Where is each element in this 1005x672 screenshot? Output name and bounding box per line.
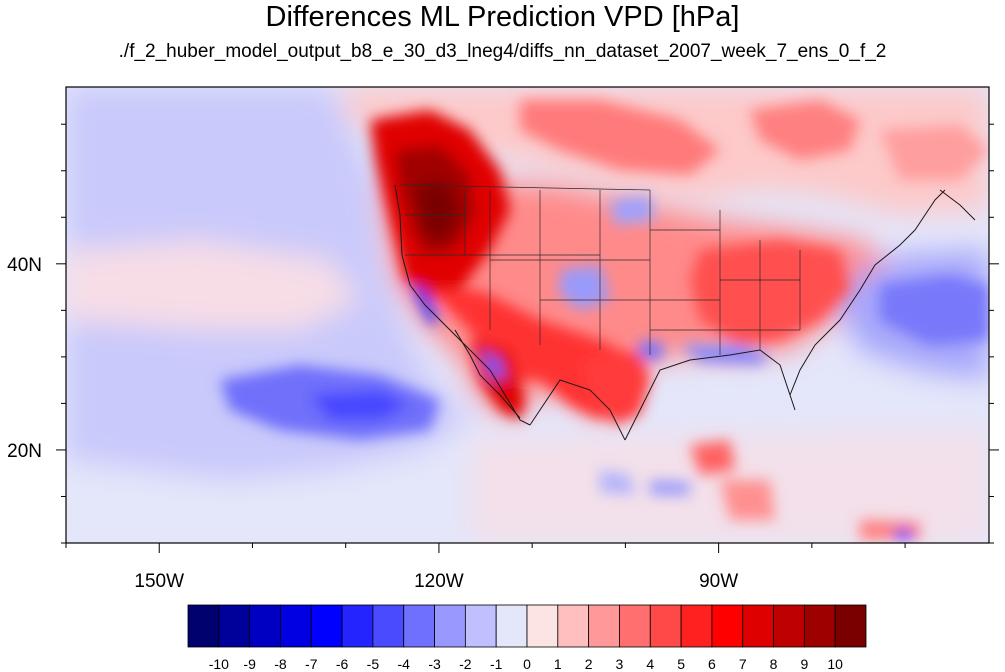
map-plot-area bbox=[66, 87, 989, 543]
colorbar-label: -6 bbox=[336, 656, 349, 672]
x-axis-labels: 150W 120W 90W bbox=[134, 571, 738, 592]
colorbar-swatch bbox=[711, 604, 744, 648]
colorbar-labels: -10 -9 -8 -7 -6 -5 -4 -3 -2 -1 0 1 2 3 4 5 6 7 8 9 10 bbox=[209, 656, 843, 672]
colorbar-swatch bbox=[218, 604, 251, 648]
colorbar-swatch bbox=[773, 604, 805, 648]
colorbar-label: -4 bbox=[398, 656, 411, 672]
colorbar bbox=[187, 604, 867, 648]
colorbar-label: -1 bbox=[490, 656, 503, 672]
colorbar-swatch bbox=[403, 604, 435, 648]
colorbar-swatch bbox=[649, 604, 682, 648]
colorbar-swatch bbox=[249, 604, 281, 648]
colorbar-label: 7 bbox=[739, 656, 747, 672]
colorbar-swatch bbox=[834, 604, 867, 648]
colorbar-label: -10 bbox=[209, 656, 229, 672]
x-tick-label: 150W bbox=[134, 571, 184, 592]
colorbar-label: 3 bbox=[616, 656, 624, 672]
colorbar-label: -8 bbox=[274, 656, 287, 672]
x-tick-label: 120W bbox=[414, 571, 464, 592]
y-tick-label: 40N bbox=[7, 255, 42, 276]
map-frame bbox=[65, 86, 990, 544]
colorbar-swatch bbox=[680, 604, 713, 648]
colorbar-swatch bbox=[464, 604, 497, 648]
colorbar-label: 8 bbox=[770, 656, 778, 672]
colorbar-swatch bbox=[495, 604, 528, 648]
colorbar-label: -9 bbox=[243, 656, 256, 672]
colorbar-label: -7 bbox=[305, 656, 318, 672]
y-tick-label: 20N bbox=[7, 441, 42, 462]
x-tick-label: 90W bbox=[699, 571, 738, 592]
colorbar-label: 5 bbox=[677, 656, 685, 672]
colorbar-label: -5 bbox=[367, 656, 380, 672]
state-boundaries bbox=[399, 184, 801, 355]
colorbar-swatch bbox=[341, 604, 374, 648]
colorbar-swatch bbox=[742, 604, 774, 648]
colorbar-swatch bbox=[187, 604, 220, 648]
colorbar-label: 2 bbox=[585, 656, 593, 672]
anomaly-field-detail bbox=[220, 100, 989, 540]
colorbar-swatch bbox=[526, 604, 559, 648]
colorbar-swatch bbox=[280, 604, 312, 648]
colorbar-swatch bbox=[557, 604, 590, 648]
colorbar-label: 1 bbox=[554, 656, 562, 672]
axis-ticks bbox=[56, 123, 999, 553]
y-axis-labels: 40N 20N bbox=[7, 255, 42, 462]
colorbar-swatch bbox=[619, 604, 651, 648]
colorbar-swatch bbox=[372, 604, 405, 648]
colorbar-swatch bbox=[310, 604, 343, 648]
colorbar-label: 4 bbox=[646, 656, 654, 672]
colorbar-label: 6 bbox=[708, 656, 716, 672]
colorbar-label: 10 bbox=[827, 656, 843, 672]
colorbar-swatch bbox=[803, 604, 836, 648]
colorbar-label: 9 bbox=[800, 656, 808, 672]
map-subtitle: ./f_2_huber_model_output_b8_e_30_d3_lneg… bbox=[118, 41, 887, 62]
colorbar-label: 0 bbox=[523, 656, 531, 672]
colorbar-label: -3 bbox=[428, 656, 441, 672]
colorbar-swatch bbox=[434, 604, 466, 648]
map-title: Differences ML Prediction VPD [hPa] bbox=[265, 1, 740, 33]
coastlines bbox=[394, 184, 976, 441]
colorbar-swatch bbox=[588, 604, 620, 648]
colorbar-label: -2 bbox=[459, 656, 472, 672]
